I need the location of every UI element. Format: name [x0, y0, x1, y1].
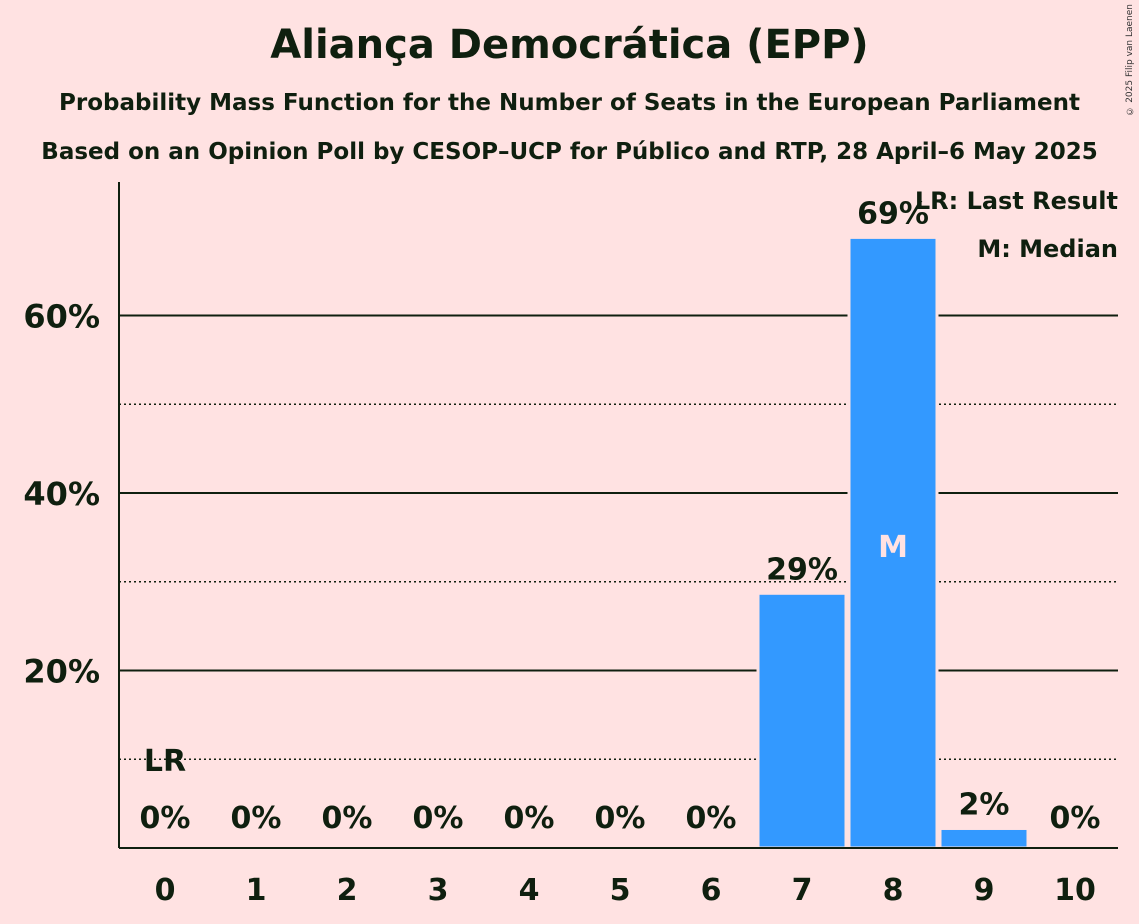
x-tick-label: 3	[428, 873, 449, 908]
data-label: 0%	[504, 801, 555, 836]
bar-9	[938, 826, 1030, 850]
chart-title: Aliança Democrática (EPP)	[270, 22, 869, 68]
x-tick-label: 0	[155, 873, 176, 908]
x-tick-label: 4	[519, 873, 540, 908]
y-tick-label: 60%	[23, 298, 100, 336]
x-tick-label: 10	[1054, 873, 1096, 908]
y-tick-label: 40%	[23, 475, 100, 513]
data-label: 0%	[413, 801, 464, 836]
chart-subtitle: Probability Mass Function for the Number…	[59, 90, 1080, 116]
last-result-marker: LR	[144, 744, 186, 779]
data-label: 2%	[959, 787, 1010, 822]
bar-8	[847, 235, 939, 850]
data-label: 0%	[1050, 801, 1101, 836]
x-tick-label: 9	[974, 873, 995, 908]
legend-entry: LR: Last Result	[915, 187, 1118, 215]
x-tick-label: 6	[701, 873, 722, 908]
data-label: 0%	[231, 801, 282, 836]
median-marker: M	[878, 530, 908, 565]
x-tick-label: 7	[792, 873, 813, 908]
data-label: 69%	[857, 196, 929, 231]
data-label: 0%	[595, 801, 646, 836]
chart-source: Based on an Opinion Poll by CESOP–UCP fo…	[41, 139, 1098, 165]
bar-7	[756, 591, 848, 850]
x-tick-label: 2	[337, 873, 358, 908]
x-tick-label: 8	[883, 873, 904, 908]
data-label: 0%	[322, 801, 373, 836]
data-label: 0%	[686, 801, 737, 836]
x-tick-label: 5	[610, 873, 631, 908]
legend-entry: M: Median	[977, 235, 1118, 263]
y-tick-label: 20%	[23, 653, 100, 691]
x-tick-label: 1	[246, 873, 267, 908]
data-label: 0%	[140, 801, 191, 836]
data-label: 29%	[766, 552, 838, 587]
